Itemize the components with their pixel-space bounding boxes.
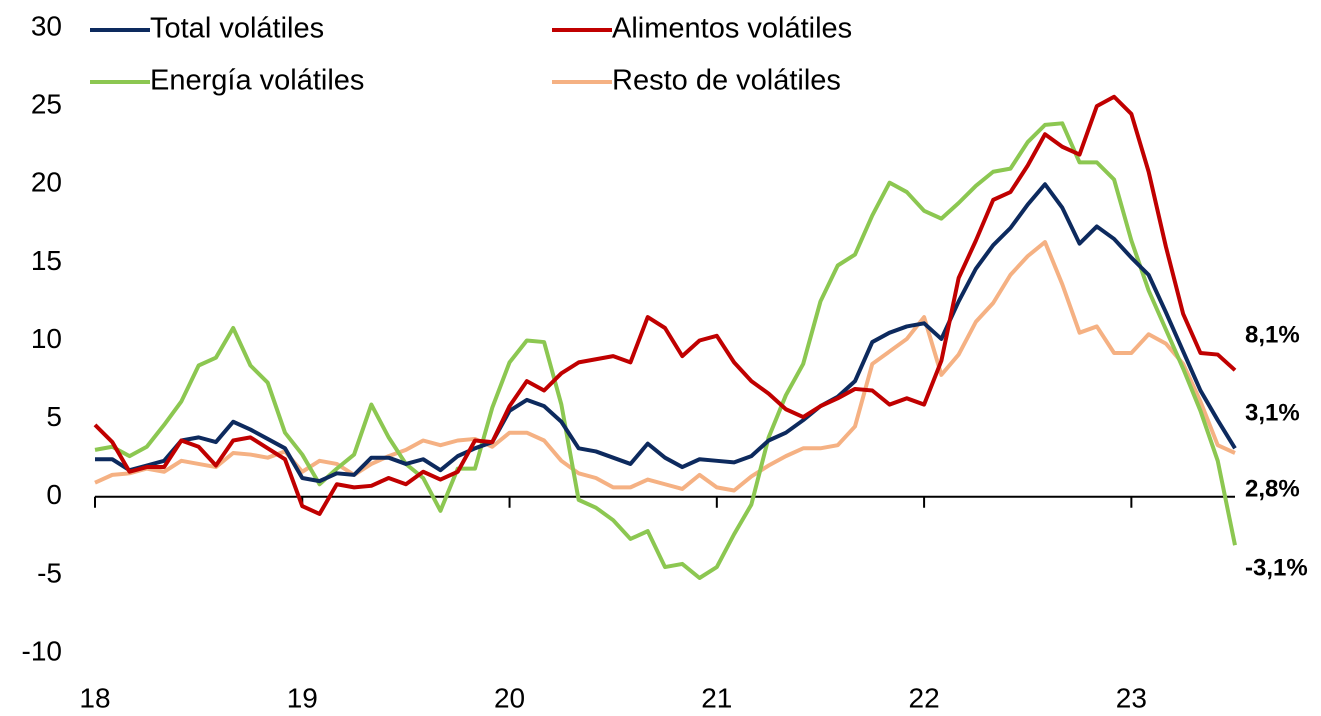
series-line bbox=[94, 240, 1236, 493]
x-tick-label: 19 bbox=[287, 682, 318, 713]
end-label: 2,8% bbox=[1245, 475, 1300, 502]
x-tick-label: 22 bbox=[909, 682, 940, 713]
y-tick-label: 20 bbox=[31, 167, 62, 198]
series-line bbox=[94, 121, 1237, 580]
y-tick-label: 30 bbox=[31, 10, 62, 41]
legend-label: Alimentos volátiles bbox=[612, 13, 852, 45]
end-label: 8,1% bbox=[1245, 322, 1300, 349]
series-line bbox=[95, 182, 1237, 484]
end-label: 3,1% bbox=[1245, 400, 1300, 427]
series-line bbox=[93, 94, 1237, 516]
y-tick-label: -5 bbox=[37, 557, 62, 588]
y-tick-label: 0 bbox=[46, 479, 62, 510]
x-tick-label: 18 bbox=[79, 682, 110, 713]
end-label: -3,1% bbox=[1245, 555, 1308, 582]
y-tick-label: -10 bbox=[22, 635, 62, 666]
x-tick-label: 21 bbox=[701, 682, 732, 713]
y-tick-label: 5 bbox=[46, 401, 62, 432]
legend-label: Total volátiles bbox=[150, 13, 324, 45]
legend-label: Resto de volátiles bbox=[612, 65, 841, 97]
legend-label: Energía volátiles bbox=[150, 65, 364, 97]
x-tick-label: 20 bbox=[494, 682, 525, 713]
x-tick-label: 23 bbox=[1116, 682, 1147, 713]
y-tick-label: 15 bbox=[31, 245, 62, 276]
y-tick-label: 25 bbox=[31, 89, 62, 120]
y-tick-label: 10 bbox=[31, 323, 62, 354]
